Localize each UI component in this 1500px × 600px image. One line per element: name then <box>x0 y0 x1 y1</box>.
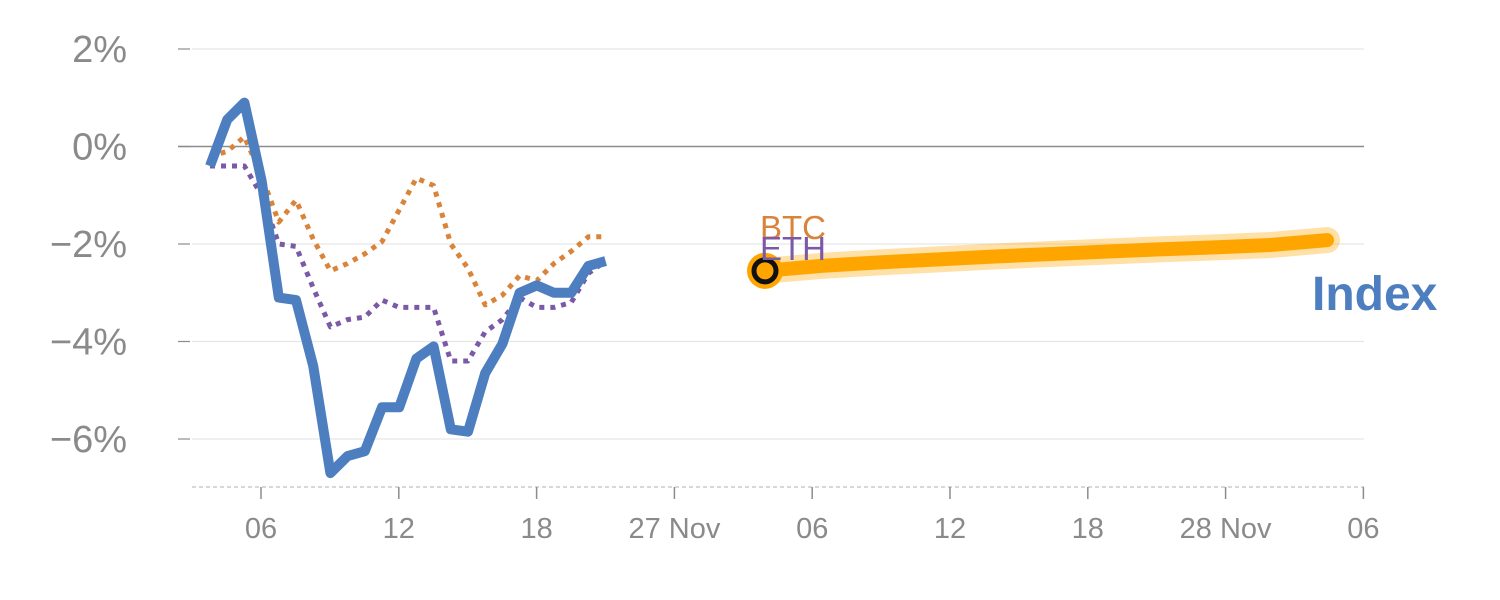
y-tick-label: −4% <box>50 322 127 364</box>
y-axis-ticks: 2% 0% −2% −4% −6% <box>50 29 190 461</box>
current-point-ring <box>751 257 779 285</box>
series-labels: BTC ETH Index <box>760 209 1438 321</box>
y-tick-label: 2% <box>72 29 127 71</box>
y-tick-label: −6% <box>50 419 127 461</box>
x-tick-label: 12 <box>934 513 966 545</box>
series-line-btc <box>209 134 606 308</box>
series-lines <box>205 97 608 479</box>
grid-lines <box>178 48 1364 440</box>
current-value-marker <box>747 252 783 289</box>
x-tick-label: 18 <box>520 513 552 545</box>
series-line-index <box>205 97 607 479</box>
projection-band <box>752 227 1340 284</box>
x-tick-label: 06 <box>796 513 828 545</box>
x-tick-label: 06 <box>245 513 277 545</box>
x-tick-label: 06 <box>1347 513 1379 545</box>
x-tick-label: 18 <box>1072 513 1104 545</box>
series-label-btc: BTC <box>760 209 826 246</box>
series-line-eth <box>210 163 608 364</box>
projection-line <box>758 233 1334 278</box>
x-axis-ticks: 06 12 18 27 Nov 06 12 18 28 Nov 06 <box>245 487 1380 545</box>
series-label-eth: ETH <box>760 230 826 267</box>
y-tick-label: −2% <box>50 224 127 266</box>
y-tick-label: 0% <box>72 127 127 169</box>
x-tick-label: 12 <box>383 513 415 545</box>
x-tick-label: 27 Nov <box>628 513 720 545</box>
x-tick-label: 28 Nov <box>1180 513 1272 545</box>
end-label-index: Index <box>1312 268 1438 321</box>
